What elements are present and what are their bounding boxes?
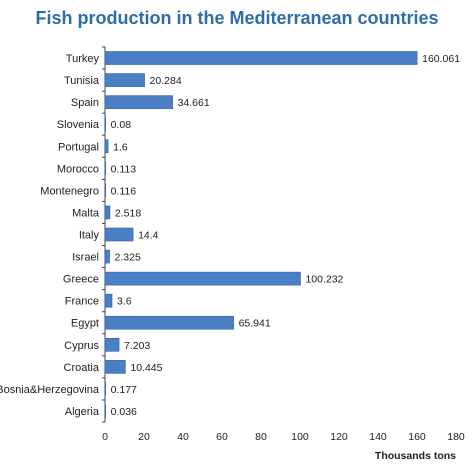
bar: [104, 73, 145, 87]
category-label: Montenegro: [40, 185, 99, 197]
x-tick-label: 80: [255, 431, 267, 443]
bar: [104, 360, 126, 374]
bar: [104, 382, 106, 396]
chart-title: Fish production in the Mediterranean cou…: [35, 8, 439, 28]
bar: [104, 183, 106, 198]
bar: [104, 315, 234, 330]
value-label: 0.113: [111, 163, 137, 175]
x-tick-label: 140: [369, 431, 387, 443]
x-tick-label: 0: [102, 431, 108, 443]
x-tick-label: 120: [330, 431, 348, 443]
bar: [104, 139, 109, 154]
x-tick-label: 20: [138, 431, 150, 443]
x-tick-label: 100: [291, 431, 309, 443]
category-label: Portugal: [58, 141, 99, 153]
value-label: 65.941: [239, 318, 271, 330]
x-tick-label: 60: [216, 431, 228, 443]
bar: [104, 117, 106, 132]
value-label: 14.4: [138, 230, 159, 242]
bar: [104, 51, 418, 65]
bar: [104, 249, 110, 264]
value-label: 100.232: [305, 274, 343, 286]
bar: [104, 227, 134, 242]
value-label: 0.116: [111, 185, 137, 197]
category-label: Tunisia: [64, 75, 100, 87]
category-label: Israel: [72, 252, 99, 264]
category-label: Croatia: [64, 362, 100, 374]
bar: [104, 205, 111, 220]
value-label: 2.325: [115, 252, 141, 264]
value-label: 20.284: [150, 75, 182, 87]
value-label: 7.203: [124, 340, 150, 352]
category-label: Slovenia: [57, 119, 100, 131]
category-label: Greece: [63, 274, 99, 286]
value-label: 0.177: [111, 384, 137, 396]
category-label: Italy: [79, 230, 100, 242]
x-axis-label: Thousands tons: [375, 450, 456, 462]
category-label: Cyprus: [64, 340, 99, 352]
bar: [104, 271, 301, 286]
x-tick-label: 180: [447, 431, 465, 443]
category-label: Egypt: [71, 318, 99, 330]
x-tick-label: 160: [408, 431, 426, 443]
value-label: 2.518: [115, 207, 141, 219]
value-label: 10.445: [130, 362, 162, 374]
bar: [104, 337, 120, 352]
value-label: 0.036: [111, 406, 137, 418]
value-label: 160.061: [422, 53, 460, 65]
category-label: Morocco: [57, 163, 99, 175]
value-label: 3.6: [117, 296, 132, 308]
bar: [104, 95, 173, 109]
x-tick-label: 40: [177, 431, 189, 443]
category-label: Bosnia&Herzegovina: [0, 384, 100, 396]
value-label: 0.08: [111, 119, 132, 131]
category-label: Malta: [72, 207, 100, 219]
value-label: 34.661: [178, 97, 210, 109]
bar: [104, 161, 106, 176]
category-label: Turkey: [66, 53, 100, 65]
category-label: Spain: [71, 97, 99, 109]
category-label: Algeria: [65, 406, 100, 418]
bar: [104, 293, 113, 308]
bar: [104, 404, 106, 418]
category-label: France: [65, 296, 99, 308]
value-label: 1.6: [113, 141, 128, 153]
